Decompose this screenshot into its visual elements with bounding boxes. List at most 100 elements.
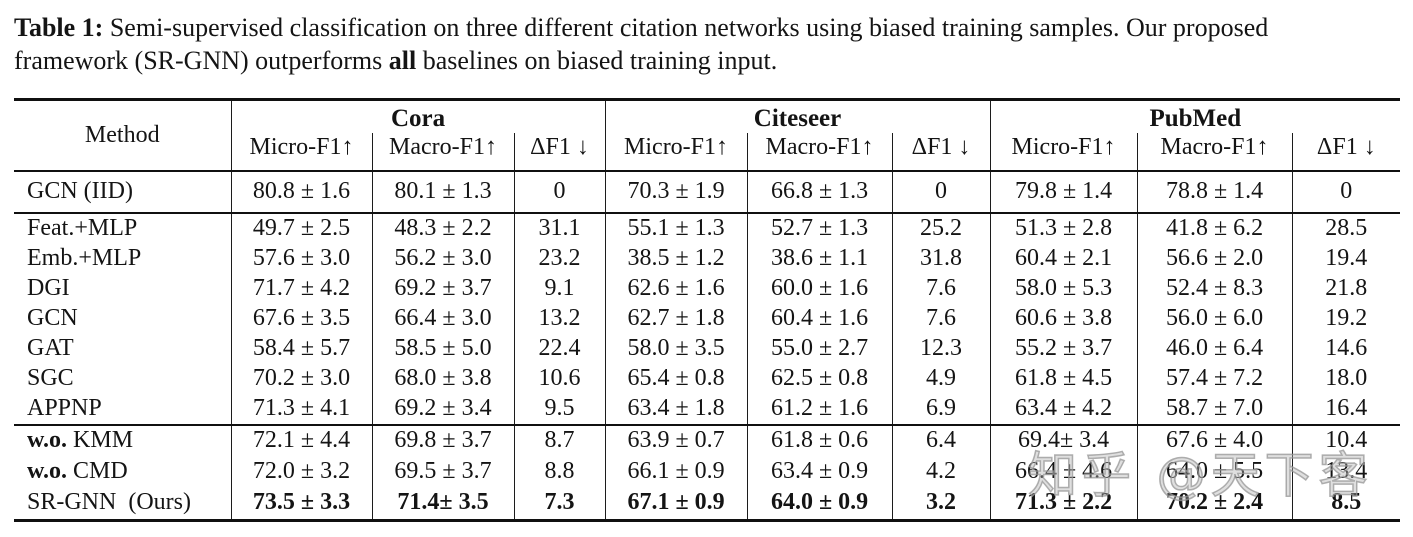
table-row: GCN (IID) 80.8 ± 1.6 80.1 ± 1.3 0 70.3 ± 1.9… bbox=[14, 171, 1401, 213]
value-cell: 22.4 bbox=[513, 334, 606, 364]
value-cell: 9.5 bbox=[513, 394, 606, 425]
caption-text-before: Semi-supervised classification on three … bbox=[14, 13, 1269, 75]
method-cell: DGI bbox=[27, 275, 70, 301]
table-row: SR-GNN (Ours) 73.5 ± 3.3 71.4± 3.5 7.3 67.1 … bbox=[14, 488, 1401, 521]
value-cell: 58.0 ± 5.3 bbox=[989, 274, 1138, 304]
value-cell: 69.2 ± 3.4 bbox=[371, 394, 514, 425]
column-header: Micro-F1↑ bbox=[230, 133, 372, 171]
value-cell: 6.9 bbox=[891, 394, 991, 425]
value-cell: 67.6 ± 3.5 bbox=[230, 304, 372, 334]
value-cell: 66.8 ± 1.3 bbox=[746, 171, 893, 213]
value-cell: 52.4 ± 8.3 bbox=[1136, 274, 1293, 304]
group-header-cora: Cora bbox=[230, 99, 606, 133]
value-cell: 0 bbox=[1291, 171, 1401, 213]
value-cell: 31.1 bbox=[513, 213, 606, 244]
value-cell: 57.4 ± 7.2 bbox=[1136, 364, 1293, 394]
value-cell: 63.4 ± 4.2 bbox=[989, 394, 1138, 425]
table-row: SGC 70.2 ± 3.0 68.0 ± 3.8 10.6 65.4 ± 0.8 62.… bbox=[14, 364, 1401, 394]
method-cell: SR-GNN (Ours) bbox=[27, 489, 191, 515]
value-cell: 60.4 ± 2.1 bbox=[989, 244, 1138, 274]
value-cell: 61.2 ± 1.6 bbox=[746, 394, 893, 425]
table-row: GAT 58.4 ± 5.7 58.5 ± 5.0 22.4 58.0 ± 3.5 55.… bbox=[14, 334, 1401, 364]
table-row: Feat.+MLP 49.7 ± 2.5 48.3 ± 2.2 31.1 55.1 ± … bbox=[14, 213, 1401, 244]
value-cell: 70.2 ± 3.0 bbox=[230, 364, 372, 394]
value-cell: 16.4 bbox=[1291, 394, 1401, 425]
value-cell: 14.6 bbox=[1291, 334, 1401, 364]
value-cell: 65.4 ± 0.8 bbox=[604, 364, 748, 394]
table-caption: Table 1: Semi-supervised classification … bbox=[0, 0, 1396, 77]
value-cell: 25.2 bbox=[891, 213, 991, 244]
value-cell: 60.6 ± 3.8 bbox=[989, 304, 1138, 334]
value-cell: 61.8 ± 0.6 bbox=[746, 425, 893, 457]
value-cell: 52.7 ± 1.3 bbox=[746, 213, 893, 244]
value-cell: 71.4± 3.5 bbox=[371, 488, 514, 521]
value-cell: 80.1 ± 1.3 bbox=[371, 171, 514, 213]
value-cell: 10.6 bbox=[513, 364, 606, 394]
value-cell: 10.4 bbox=[1291, 425, 1401, 457]
value-cell: 23.2 bbox=[513, 244, 606, 274]
value-cell: 69.2 ± 3.7 bbox=[371, 274, 514, 304]
value-cell: 38.6 ± 1.1 bbox=[746, 244, 893, 274]
caption-label: Table 1: bbox=[14, 13, 104, 42]
value-cell: 57.6 ± 3.0 bbox=[230, 244, 372, 274]
table-row: GCN 67.6 ± 3.5 66.4 ± 3.0 13.2 62.7 ± 1.8 60.… bbox=[14, 304, 1401, 334]
table-section-2: Feat.+MLP 49.7 ± 2.5 48.3 ± 2.2 31.1 55.1 ± … bbox=[14, 213, 1401, 425]
value-cell: 71.7 ± 4.2 bbox=[230, 274, 372, 304]
value-cell: 7.6 bbox=[891, 274, 991, 304]
column-header: ΔF1 ↓ bbox=[891, 133, 991, 171]
value-cell: 80.8 ± 1.6 bbox=[230, 171, 372, 213]
value-cell: 63.9 ± 0.7 bbox=[604, 425, 748, 457]
column-header: Macro-F1↑ bbox=[1136, 133, 1293, 171]
value-cell: 69.4± 3.4 bbox=[989, 425, 1138, 457]
value-cell: 21.8 bbox=[1291, 274, 1401, 304]
value-cell: 62.5 ± 0.8 bbox=[746, 364, 893, 394]
value-cell: 58.0 ± 3.5 bbox=[604, 334, 748, 364]
method-cell: APPNP bbox=[27, 395, 102, 421]
value-cell: 51.3 ± 2.8 bbox=[989, 213, 1138, 244]
value-cell: 8.8 bbox=[513, 457, 606, 488]
method-cell: GAT bbox=[27, 335, 74, 361]
value-cell: 56.2 ± 3.0 bbox=[371, 244, 514, 274]
value-cell: 13.2 bbox=[513, 304, 606, 334]
value-cell: 79.8 ± 1.4 bbox=[989, 171, 1138, 213]
value-cell: 4.2 bbox=[891, 457, 991, 488]
method-cell: SGC bbox=[27, 365, 74, 391]
value-cell: 71.3 ± 4.1 bbox=[230, 394, 372, 425]
value-cell: 58.7 ± 7.0 bbox=[1136, 394, 1293, 425]
value-cell: 55.0 ± 2.7 bbox=[746, 334, 893, 364]
value-cell: 31.8 bbox=[891, 244, 991, 274]
value-cell: 62.7 ± 1.8 bbox=[604, 304, 748, 334]
value-cell: 3.2 bbox=[891, 488, 991, 521]
value-cell: 60.0 ± 1.6 bbox=[746, 274, 893, 304]
value-cell: 41.8 ± 6.2 bbox=[1136, 213, 1293, 244]
value-cell: 67.1 ± 0.9 bbox=[604, 488, 748, 521]
value-cell: 58.4 ± 5.7 bbox=[230, 334, 372, 364]
value-cell: 4.9 bbox=[891, 364, 991, 394]
value-cell: 60.4 ± 1.6 bbox=[746, 304, 893, 334]
value-cell: 64.0 ± 0.9 bbox=[746, 488, 893, 521]
value-cell: 7.3 bbox=[513, 488, 606, 521]
table-row: APPNP 71.3 ± 4.1 69.2 ± 3.4 9.5 63.4 ± 1.8 61… bbox=[14, 394, 1401, 425]
column-header: Macro-F1↑ bbox=[746, 133, 893, 171]
method-cell: Emb.+MLP bbox=[27, 245, 142, 271]
method-cell: GCN (IID) bbox=[27, 178, 133, 204]
column-header: ΔF1 ↓ bbox=[513, 133, 606, 171]
value-cell: 19.2 bbox=[1291, 304, 1401, 334]
value-cell: 48.3 ± 2.2 bbox=[371, 213, 514, 244]
value-cell: 63.4 ± 1.8 bbox=[604, 394, 748, 425]
caption-bold-word: all bbox=[388, 46, 417, 75]
value-cell: 66.1 ± 0.9 bbox=[604, 457, 748, 488]
value-cell: 63.4 ± 0.9 bbox=[746, 457, 893, 488]
value-cell: 8.7 bbox=[513, 425, 606, 457]
table-row: Emb.+MLP 57.6 ± 3.0 56.2 ± 3.0 23.2 38.5 ± 1… bbox=[14, 244, 1401, 274]
value-cell: 8.5 bbox=[1291, 488, 1401, 521]
value-cell: 12.3 bbox=[891, 334, 991, 364]
value-cell: 18.0 bbox=[1291, 364, 1401, 394]
table-row: DGI 71.7 ± 4.2 69.2 ± 3.7 9.1 62.6 ± 1.6 60.0… bbox=[14, 274, 1401, 304]
group-header-row: Method Cora Citeseer PubMed bbox=[14, 99, 1401, 148]
column-header: Macro-F1↑ bbox=[371, 133, 514, 171]
table-header: Method Cora Citeseer PubMed Micro-F1↑ Macro… bbox=[14, 99, 1401, 171]
value-cell: 70.2 ± 2.4 bbox=[1136, 488, 1293, 521]
method-cell: GCN bbox=[27, 305, 78, 331]
